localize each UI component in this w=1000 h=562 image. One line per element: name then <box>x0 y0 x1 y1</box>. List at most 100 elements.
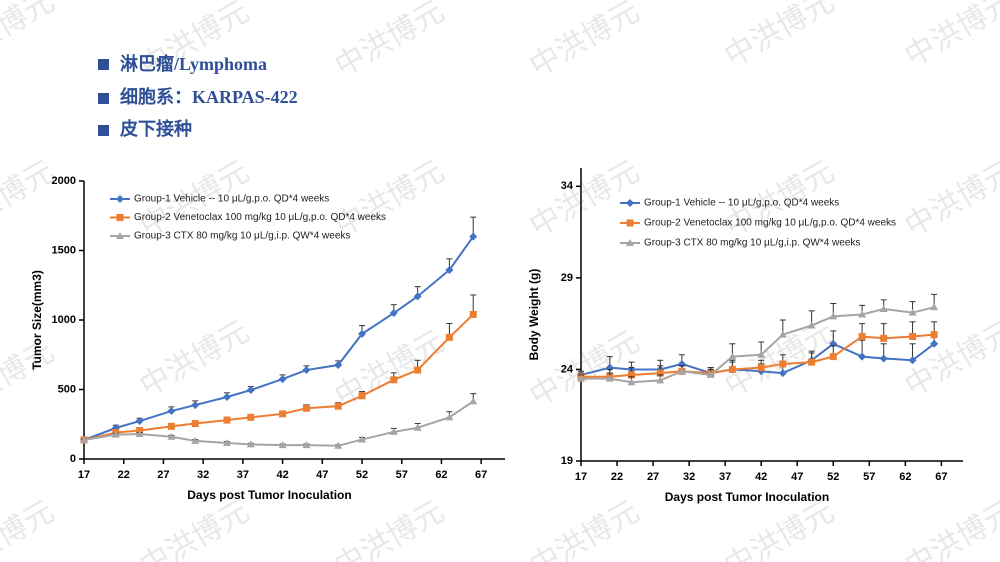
marker <box>358 329 367 338</box>
marker <box>389 309 398 318</box>
marker <box>858 332 866 340</box>
marker <box>389 427 398 435</box>
marker <box>626 199 634 207</box>
x-tick-label: 52 <box>356 469 368 481</box>
y-axis-title: Tumor Size(mm3) <box>30 270 44 370</box>
marker <box>779 360 787 368</box>
marker <box>116 232 124 239</box>
marker <box>880 334 888 342</box>
marker <box>246 440 255 448</box>
x-tick-label: 27 <box>157 469 169 481</box>
legend-label: Group-2 Venetoclax 100 mg/kg 10 μL/g,p.o… <box>644 218 896 229</box>
marker <box>627 378 636 386</box>
y-tick-label: 34 <box>561 180 574 192</box>
watermark: 中洪博元 <box>134 494 255 562</box>
marker <box>278 375 287 384</box>
x-tick-label: 27 <box>647 471 659 483</box>
marker <box>858 310 867 318</box>
x-tick-label: 57 <box>863 471 875 483</box>
marker <box>778 369 787 378</box>
marker <box>728 365 736 373</box>
marker <box>191 420 199 428</box>
marker <box>757 350 766 358</box>
x-tick-label: 22 <box>611 471 623 483</box>
marker <box>191 401 200 410</box>
marker <box>808 358 816 366</box>
marker <box>413 423 422 431</box>
watermark: 中洪博元 <box>329 0 450 84</box>
marker <box>167 422 175 430</box>
y-tick-label: 24 <box>561 363 574 375</box>
y-tick-label: 29 <box>561 272 573 284</box>
legend-label: Group-3 CTX 80 mg/kg 10 μL/g,i.p. QW*4 w… <box>134 231 350 242</box>
marker <box>469 397 478 405</box>
marker <box>302 404 310 412</box>
x-tick-label: 32 <box>683 471 695 483</box>
marker <box>627 371 635 379</box>
legend-label: Group-1 Vehicle -- 10 μL/g,p.o. QD*4 wee… <box>644 198 839 209</box>
watermark: 中洪博元 <box>0 154 60 244</box>
watermark: 中洪博元 <box>134 314 255 404</box>
marker <box>80 435 88 443</box>
bullet-text: 细胞系：KARPAS-422 <box>120 86 298 107</box>
marker <box>279 410 287 418</box>
watermark: 中洪博元 <box>0 0 60 74</box>
watermark: 中洪博元 <box>719 0 840 74</box>
watermark: 中洪博元 <box>524 0 645 84</box>
watermark: 中洪博元 <box>524 154 645 244</box>
marker <box>908 356 917 365</box>
marker <box>605 374 614 382</box>
x-axis-title: Days post Tumor Inoculation <box>187 488 351 502</box>
x-tick-label: 52 <box>827 471 839 483</box>
marker <box>167 407 176 416</box>
watermark: 中洪博元 <box>524 494 645 562</box>
y-tick-label: 0 <box>70 453 76 465</box>
marker <box>879 305 888 313</box>
legend-label: Group-1 Vehicle -- 10 μL/g,p.o. QD*4 wee… <box>134 194 329 205</box>
legend-label: Group-3 CTX 80 mg/kg 10 μL/g,i.p. QW*4 w… <box>644 238 860 249</box>
marker <box>757 364 765 372</box>
marker <box>390 376 398 384</box>
marker <box>807 321 816 329</box>
x-axis-title: Days post Tumor Inoculation <box>665 490 829 504</box>
marker <box>829 353 837 361</box>
x-tick-label: 22 <box>118 469 130 481</box>
x-tick-label: 32 <box>197 469 209 481</box>
marker <box>930 339 939 348</box>
marker <box>167 432 176 440</box>
marker <box>247 413 255 421</box>
marker <box>222 393 231 402</box>
watermark: 中洪博元 <box>899 494 1000 562</box>
marker <box>116 195 124 203</box>
x-tick-label: 42 <box>755 471 767 483</box>
watermark: 中洪博元 <box>329 494 450 562</box>
y-tick-label: 1000 <box>52 314 76 326</box>
marker <box>577 374 585 382</box>
marker <box>909 332 917 340</box>
marker <box>445 413 454 421</box>
y-tick-label: 2000 <box>52 175 76 187</box>
x-tick-label: 67 <box>475 469 487 481</box>
x-tick-label: 42 <box>276 469 288 481</box>
bullet-square <box>98 125 109 136</box>
marker <box>469 310 477 318</box>
marker <box>930 331 938 339</box>
x-tick-label: 57 <box>396 469 408 481</box>
marker <box>413 292 422 301</box>
x-tick-label: 62 <box>435 469 447 481</box>
marker <box>930 303 939 311</box>
marker <box>302 366 311 375</box>
x-tick-label: 17 <box>575 471 587 483</box>
marker <box>778 330 787 338</box>
marker <box>358 435 367 443</box>
x-tick-label: 67 <box>935 471 947 483</box>
marker <box>469 232 478 241</box>
x-tick-label: 62 <box>899 471 911 483</box>
marker <box>111 430 120 438</box>
marker <box>656 369 664 377</box>
marker <box>135 417 144 426</box>
bullet-square <box>98 93 109 104</box>
